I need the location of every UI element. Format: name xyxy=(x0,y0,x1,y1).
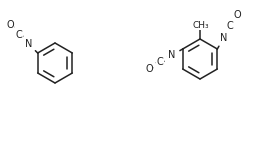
Text: CH₃: CH₃ xyxy=(193,20,209,29)
Text: N: N xyxy=(220,33,227,43)
Text: C: C xyxy=(227,21,234,31)
Text: N: N xyxy=(168,50,175,60)
Text: N: N xyxy=(25,39,32,49)
Text: O: O xyxy=(145,63,153,73)
Text: C: C xyxy=(16,30,23,40)
Text: O: O xyxy=(6,20,14,30)
Text: O: O xyxy=(233,10,241,20)
Text: C: C xyxy=(157,57,164,67)
